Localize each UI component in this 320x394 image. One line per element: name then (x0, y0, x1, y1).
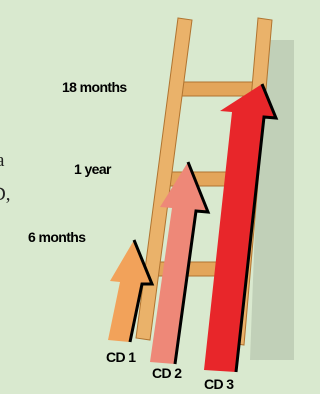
page: {"side_text": ["a", "D,"], "steps": ["18… (0, 0, 294, 394)
step-label: 6 months (28, 229, 86, 245)
step-label: 1 year (74, 161, 112, 177)
ladder-illustration: a D, 18 months 1 year 6 months CD 1 CD 2… (0, 0, 294, 394)
step-label: 18 months (62, 79, 127, 95)
side-text: a (0, 150, 5, 171)
arrow-label: CD 3 (204, 376, 234, 392)
arrow-label: CD 2 (152, 365, 182, 381)
arrow-label: CD 1 (106, 349, 136, 365)
side-text: D, (0, 184, 10, 205)
